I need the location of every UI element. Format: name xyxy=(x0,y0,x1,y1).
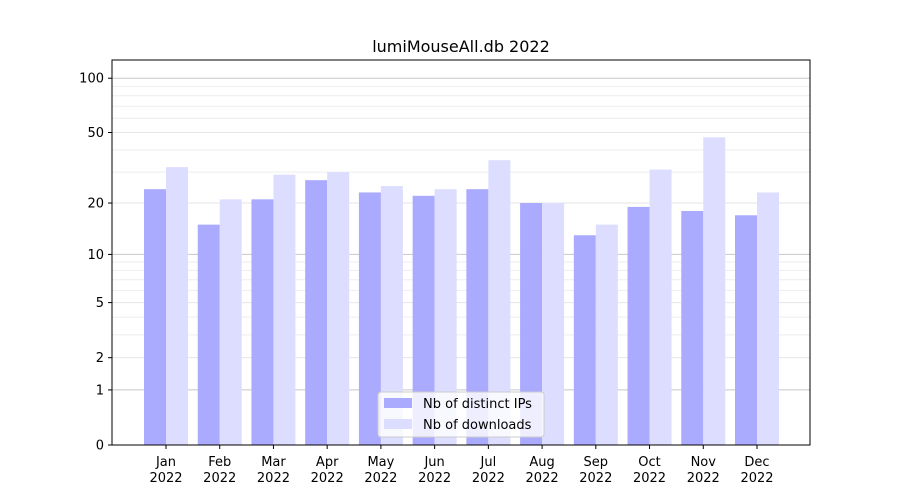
bar-downloads xyxy=(380,186,403,445)
x-tick-label-year: 2022 xyxy=(526,471,559,486)
bar-downloads xyxy=(595,224,618,445)
y-tick-label: 10 xyxy=(87,248,104,263)
bar-distinct-ips xyxy=(627,206,650,445)
legend-label-downloads: Nb of downloads xyxy=(423,418,532,433)
bar-distinct-ips xyxy=(520,203,543,445)
legend-swatch-ips xyxy=(384,398,412,408)
y-tick-label: 100 xyxy=(79,72,104,87)
bar-distinct-ips xyxy=(144,189,166,445)
x-tick-label-month: Nov xyxy=(691,455,717,470)
bar-downloads xyxy=(434,189,457,445)
x-tick-label-month: Sep xyxy=(584,455,609,470)
x-tick-label-month: Aug xyxy=(529,455,554,470)
chart-title: lumiMouseAll.db 2022 xyxy=(372,37,550,56)
x-tick-label-month: Mar xyxy=(261,455,286,470)
y-tick-label: 50 xyxy=(87,126,104,141)
bar-downloads xyxy=(166,167,188,445)
bar-distinct-ips xyxy=(358,192,381,445)
legend-swatch-downloads xyxy=(384,419,412,429)
bar-distinct-ips xyxy=(197,224,220,445)
legend: Nb of distinct IPs Nb of downloads xyxy=(377,391,545,438)
x-tick-label-month: Jan xyxy=(155,455,176,470)
y-tick-label: 5 xyxy=(96,296,104,311)
x-tick-label-month: May xyxy=(367,455,394,470)
y-tick-label: 1 xyxy=(96,383,104,398)
bars xyxy=(144,137,779,446)
bar-distinct-ips xyxy=(466,189,489,445)
x-tick-label-year: 2022 xyxy=(687,471,720,486)
x-tick-label-month: Jul xyxy=(480,455,497,470)
bar-distinct-ips xyxy=(412,195,435,445)
legend-label-ips: Nb of distinct IPs xyxy=(423,397,532,412)
bar-downloads xyxy=(219,199,242,445)
bar-distinct-ips xyxy=(681,210,704,445)
y-axis: 0 1 2 5 10 20 50 100 xyxy=(79,72,112,454)
bar-distinct-ips xyxy=(573,235,596,445)
x-tick-label-year: 2022 xyxy=(418,471,451,486)
plot-frame xyxy=(111,59,811,446)
y-tick-label: 2 xyxy=(96,351,104,366)
x-tick-label-year: 2022 xyxy=(257,471,290,486)
y-tick-label: 0 xyxy=(96,439,104,454)
x-tick-label-year: 2022 xyxy=(311,471,344,486)
bar-downloads xyxy=(488,160,511,446)
x-tick-label-month: Dec xyxy=(744,455,769,470)
y-tick-label: 20 xyxy=(87,197,104,212)
x-tick-label-month: Oct xyxy=(638,455,660,470)
x-tick-label-year: 2022 xyxy=(579,471,612,486)
bar-downloads xyxy=(327,172,350,445)
x-tick-label-year: 2022 xyxy=(633,471,666,486)
bar-distinct-ips xyxy=(735,215,757,445)
x-tick-label-year: 2022 xyxy=(472,471,505,486)
x-tick-label-month: Feb xyxy=(208,455,231,470)
bar-downloads xyxy=(542,203,565,445)
bar-downloads xyxy=(649,169,672,445)
x-tick-label-year: 2022 xyxy=(364,471,397,486)
bar-downloads xyxy=(757,192,779,445)
x-tick-label-year: 2022 xyxy=(740,471,773,486)
x-tick-label-year: 2022 xyxy=(149,471,182,486)
bar-downloads xyxy=(273,174,296,445)
x-tick-label-month: Jun xyxy=(423,455,444,470)
x-axis: Jan2022Feb2022Mar2022Apr2022May2022Jun20… xyxy=(149,445,774,486)
bar-downloads xyxy=(703,137,726,446)
x-tick-label-month: Apr xyxy=(316,455,339,470)
bar-distinct-ips xyxy=(251,199,274,445)
x-tick-label-year: 2022 xyxy=(203,471,236,486)
bar-distinct-ips xyxy=(305,180,328,445)
